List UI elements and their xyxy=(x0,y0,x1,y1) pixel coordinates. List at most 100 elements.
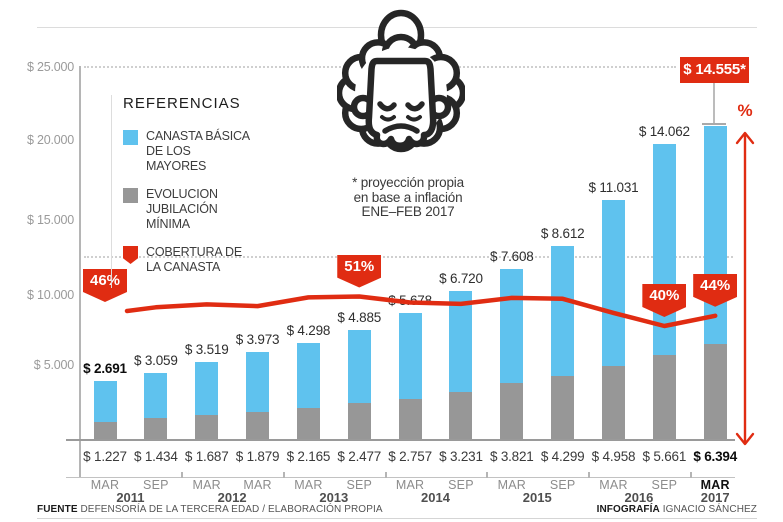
right-eye-icon xyxy=(405,101,425,112)
jubilacion-value-label: $ 3.231 xyxy=(439,449,483,464)
x-axis-month-label: MAR xyxy=(497,478,526,492)
footnote-line-1: * proyección propia xyxy=(352,175,464,190)
canasta-bar-segment xyxy=(652,144,676,356)
jubilacion-value-label: $ 1.434 xyxy=(134,449,178,464)
jubilacion-value-label: $ 4.958 xyxy=(591,449,636,464)
canasta-value-label: $ 4.885 xyxy=(337,309,382,325)
percent-axis-label: % xyxy=(737,101,753,120)
x-axis-year-label: 2016 xyxy=(624,490,654,505)
canasta-value-label: $ 2.691 xyxy=(83,361,127,377)
legend-label-canasta: CANASTA BÁSICA DE LOS MAYORES xyxy=(146,129,250,173)
left-eyelash-icon xyxy=(380,115,396,122)
jubilacion-bar-segment xyxy=(500,382,524,440)
legend-label-jubilacion: EVOLUCION JUBILACIÓN MÍNIMA xyxy=(146,187,218,231)
right-eyelash-icon xyxy=(406,115,422,122)
canasta-bar-segment xyxy=(551,246,575,376)
legend-title: REFERENCIAS xyxy=(123,95,241,112)
legend-item-canasta: CANASTA BÁSICA DE LOS MAYORES xyxy=(123,129,253,174)
canasta-value-label: $ 7.608 xyxy=(489,248,534,264)
y-tick-15000: $ 15.000 xyxy=(26,213,74,227)
left-eye-icon xyxy=(377,101,397,112)
jubilacion-value-label: $ 6.394 xyxy=(693,449,738,464)
canasta-bar-segment xyxy=(602,200,625,366)
x-axis-month-label: MAR xyxy=(294,478,323,492)
year-group-tick xyxy=(384,472,387,478)
canasta-bar-segment xyxy=(347,329,371,403)
jubilacion-bar-segment xyxy=(703,344,727,440)
legend-item-jubilacion: EVOLUCION JUBILACIÓN MÍNIMA xyxy=(123,187,253,232)
jubilacion-value-label: $ 2.757 xyxy=(388,449,432,464)
y-tick-10000: $ 10.000 xyxy=(26,288,74,302)
year-group-tick xyxy=(486,472,489,478)
projection-footnote: * proyección propia en base a inflación … xyxy=(327,175,489,220)
canasta-value-label: $ 6.720 xyxy=(439,270,483,286)
jubilacion-bar-segment xyxy=(93,421,117,440)
x-axis-year-label: 2015 xyxy=(522,490,552,505)
canasta-value-label: $ 4.298 xyxy=(286,323,331,339)
x-axis-year-label: 2012 xyxy=(217,490,247,505)
jubilacion-swatch-icon xyxy=(123,188,138,203)
grandma-face-icon xyxy=(337,9,465,153)
y-axis-spine xyxy=(79,66,81,478)
y-tick-20000: $ 20.000 xyxy=(26,133,74,147)
y-tick-25000: $ 25.000 xyxy=(26,60,74,74)
x-axis-month-label: MAR xyxy=(243,478,272,492)
jubilacion-bar-segment xyxy=(449,391,473,440)
x-axis-year-label: 2011 xyxy=(116,490,145,505)
canasta-bar-segment xyxy=(398,313,422,399)
jubilacion-value-label: $ 4.299 xyxy=(540,449,585,464)
jubilacion-bar-segment xyxy=(195,414,219,440)
jubilacion-value-label: $ 1.687 xyxy=(184,449,229,464)
year-group-tick xyxy=(588,472,591,478)
jubilacion-bar-segment xyxy=(296,407,320,440)
projection-connector-line xyxy=(713,83,715,124)
x-axis-month-label: SEP xyxy=(448,478,474,492)
jubilacion-value-label: $ 2.477 xyxy=(337,449,382,464)
x-axis-month-label: SEP xyxy=(143,478,169,492)
canasta-value-label: $ 3.973 xyxy=(235,332,280,348)
x-axis-month-label: MAR xyxy=(700,478,730,492)
jubilacion-value-label: $ 1.879 xyxy=(235,449,280,464)
x-axis-month-label: SEP xyxy=(651,478,678,492)
canasta-bar-segment xyxy=(195,361,219,415)
projection-value-badge: $ 14.555* xyxy=(680,57,749,83)
canasta-bar-segment xyxy=(703,125,727,345)
canasta-bar-segment xyxy=(500,268,524,383)
canasta-bar-segment xyxy=(246,352,270,412)
legend-box: REFERENCIAS CANASTA BÁSICA DE LOS MAYORE… xyxy=(111,95,253,288)
projection-connector-cap xyxy=(702,123,726,125)
x-axis-month-label: MAR xyxy=(395,478,425,492)
canasta-value-label: $ 8.612 xyxy=(540,226,585,242)
x-axis-year-label: 2014 xyxy=(421,490,450,505)
legend-label-cobertura: COBERTURA DE LA CANASTA xyxy=(146,245,243,274)
x-axis-year-label: 2017 xyxy=(700,490,730,505)
jubilacion-bar-segment xyxy=(246,411,270,440)
source-credit: FUENTE DEFENSORÍA DE LA TERCERA EDAD / E… xyxy=(37,504,383,515)
x-axis-year-label: 2013 xyxy=(319,490,349,505)
bottom-divider xyxy=(37,518,757,519)
face-outline xyxy=(365,57,437,149)
gridline-mid xyxy=(84,256,733,258)
canasta-value-label: $ 3.519 xyxy=(184,341,229,357)
jubilacion-value-label: $ 2.165 xyxy=(286,449,331,464)
x-axis-month-label: SEP xyxy=(549,478,576,492)
canasta-value-label: $ 5.678 xyxy=(388,293,432,309)
jubilacion-bar-segment xyxy=(398,398,422,440)
footnote-line-2: en base a inflación xyxy=(353,189,463,205)
jubilacion-bar-segment xyxy=(551,375,575,440)
x-axis-baseline xyxy=(66,439,735,441)
jubilacion-value-label: $ 3.821 xyxy=(489,449,534,464)
x-axis-group-rule xyxy=(66,477,735,478)
year-group-tick xyxy=(181,472,184,478)
x-axis-month-label: SEP xyxy=(346,478,373,492)
jubilacion-bar-segment xyxy=(347,402,371,440)
x-axis-month-label: MAR xyxy=(599,478,628,492)
x-axis-month-label: MAR xyxy=(192,478,221,492)
canasta-value-label: $ 3.059 xyxy=(134,352,178,368)
footnote-line-3: ENE–FEB 2017 xyxy=(361,204,455,219)
jubilacion-value-label: $ 5.661 xyxy=(642,449,687,464)
canasta-bar-segment xyxy=(296,343,320,408)
jubilacion-bar-segment xyxy=(602,365,625,440)
canasta-value-label: $ 14.062 xyxy=(638,124,690,140)
frown-mouth-icon xyxy=(382,123,420,134)
